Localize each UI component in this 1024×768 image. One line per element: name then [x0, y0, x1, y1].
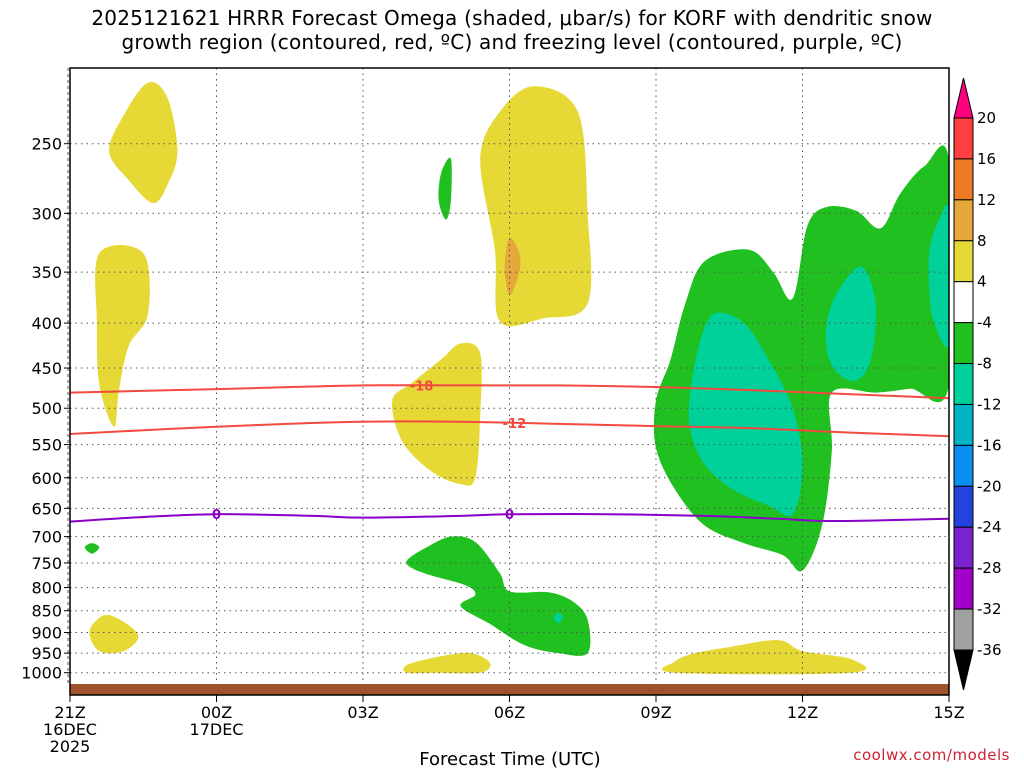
grid-layer [67, 68, 949, 684]
x-tick-label-1-1: 17DEC [190, 720, 244, 739]
y-tick-label-250: 250 [31, 135, 62, 154]
colorbar-segment-11 [953, 567, 974, 610]
omega-region-5 [391, 342, 482, 486]
omega-region-8 [438, 157, 452, 220]
y-tick-label-350: 350 [31, 263, 62, 282]
omega-shading-layer [84, 81, 949, 675]
contour-line-0 [70, 384, 949, 400]
y-tick-label-950: 950 [31, 644, 62, 663]
y-tick-label-550: 550 [31, 436, 62, 455]
chart-title-line2: growth region (contoured, red, ºC) and f… [121, 30, 903, 54]
colorbar-segment-8 [953, 444, 974, 487]
omega-region-10 [406, 536, 591, 656]
colorbar-label-8: -16 [977, 436, 1002, 454]
y-tick-label-1000: 1000 [21, 664, 62, 683]
omega-region-6 [403, 652, 491, 674]
omega-region-0 [109, 81, 178, 204]
x-tick-label-2-0: 03Z [347, 703, 378, 722]
colorbar-segment-6 [953, 363, 974, 405]
x-tick-label-0-0: 21Z [54, 703, 85, 722]
x-tick-label-4-0: 09Z [640, 703, 671, 722]
y-tick-label-750: 750 [31, 554, 62, 573]
colorbar-segment-5 [953, 322, 974, 365]
colorbar-label-12: -32 [977, 600, 1002, 618]
colorbar-label-13: -36 [977, 641, 1002, 659]
y-tick-label-600: 600 [31, 469, 62, 488]
x-tick-label-0-2: 2025 [50, 737, 91, 756]
surface-terrain-bar [70, 684, 949, 695]
chart-title-line1: 2025121621 HRRR Forecast Omega (shaded, … [91, 6, 933, 30]
contour-label-1: -12 [503, 417, 527, 432]
x-tick-label-3-0: 06Z [494, 703, 525, 722]
colorbar-label-5: -4 [977, 314, 992, 332]
y-tick-label-700: 700 [31, 528, 62, 547]
x-tick-label-0-1: 16DEC [43, 720, 97, 739]
colorbar-segment-3 [953, 240, 974, 283]
omega-region-1 [95, 244, 150, 427]
y-axis: 250 300 350 400 450 500 550 600 650 700 750 800 850 9… [21, 135, 70, 683]
contour-layer [70, 384, 949, 523]
colorbar-label-2: 12 [977, 191, 996, 209]
contour-label-2: 0 [212, 508, 221, 523]
colorbar-top-arrow [953, 77, 974, 119]
y-tick-label-500: 500 [31, 399, 62, 418]
colorbar-label-6: -8 [977, 355, 992, 373]
omega-region-15 [928, 204, 949, 348]
chart-title: 2025121621 HRRR Forecast Omega (shaded, … [0, 6, 1024, 54]
colorbar-label-1: 16 [977, 150, 996, 168]
colorbar-label-0: 20 [977, 109, 996, 127]
omega-region-3 [480, 86, 592, 327]
y-tick-label-900: 900 [31, 624, 62, 643]
contour-label-3: 0 [505, 508, 514, 523]
x-tick-label-1-0: 00Z [201, 703, 232, 722]
contour-label-0: -18 [410, 379, 434, 394]
colorbar-label-7: -12 [977, 395, 1002, 413]
y-tick-label-450: 450 [31, 359, 62, 378]
omega-region-13 [688, 312, 803, 517]
colorbar-label-10: -24 [977, 518, 1002, 536]
contour-line-2 [70, 512, 949, 523]
colorbar-segment-4 [953, 281, 974, 324]
x-tick-label-6-0: 15Z [933, 703, 964, 722]
y-tick-label-850: 850 [31, 602, 62, 621]
omega-region-9 [84, 543, 100, 554]
colorbar-label-11: -28 [977, 559, 1002, 577]
colorbar-segment-9 [953, 485, 974, 528]
omega-region-7 [661, 640, 867, 675]
contour-label-layer: -18 -12 0 0 [212, 379, 527, 523]
colorbar-segment-7 [953, 403, 974, 446]
x-axis-title: Forecast Time (UTC) [419, 749, 600, 768]
colorbar-segment-1 [953, 158, 974, 201]
colorbar-segment-10 [953, 526, 974, 569]
y-tick-label-300: 300 [31, 204, 62, 223]
colorbar-label-3: 8 [977, 232, 987, 250]
omega-region-2 [89, 614, 139, 654]
contour-line-1 [70, 420, 949, 438]
colorbar-label-4: 4 [977, 273, 987, 291]
colorbar-label-9: -20 [977, 477, 1002, 495]
x-tick-label-5-0: 12Z [787, 703, 818, 722]
colorbar-segment-2 [953, 199, 974, 242]
y-tick-label-800: 800 [31, 579, 62, 598]
omega-region-4 [504, 237, 521, 296]
site-credit: coolwx.com/models [853, 746, 1010, 764]
omega-region-14 [825, 266, 877, 381]
y-tick-label-650: 650 [31, 499, 62, 518]
colorbar-segment-12 [953, 608, 974, 651]
colorbar: 20 16 12 8 4 -4 -8 -12 -16 -20 -24 -28 -32 -36 [953, 77, 1002, 691]
colorbar-segment-0 [953, 117, 974, 160]
y-tick-label-400: 400 [31, 314, 62, 333]
colorbar-bottom-arrow [953, 649, 974, 691]
omega-region-11 [553, 612, 564, 624]
